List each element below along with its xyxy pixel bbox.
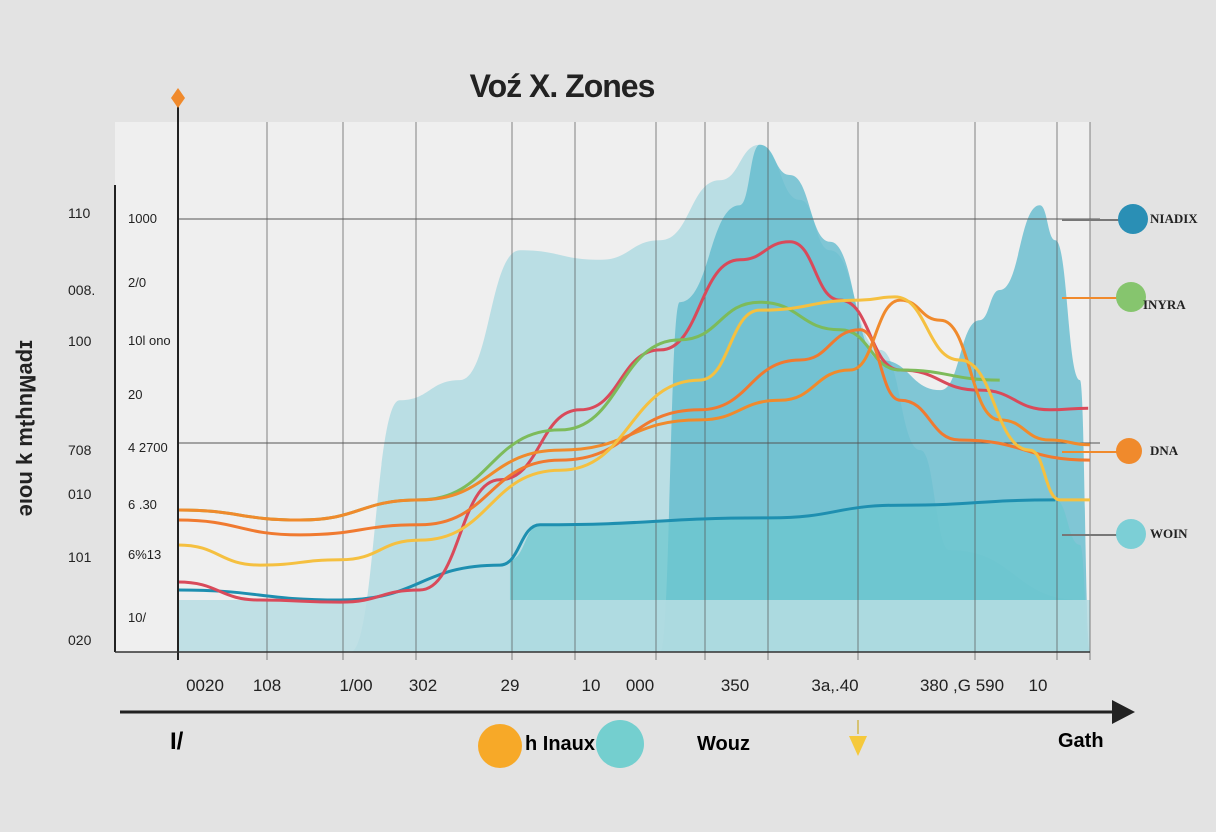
legend-label: INYRA: [1143, 297, 1186, 312]
legend-dot: [1116, 282, 1146, 312]
legend-marker-yellow-icon: [849, 720, 867, 756]
legend-dot: [1116, 438, 1142, 464]
y-tick-inner: 10/: [128, 610, 147, 625]
y-axis-arrow-icon: [171, 88, 185, 108]
bottom-label-left: I/: [170, 728, 184, 755]
y-tick-inner: 6 .30: [128, 497, 157, 512]
legend-dot-teal: [596, 720, 644, 768]
legend-dot: [1116, 519, 1146, 549]
legend-connector: [1062, 219, 1120, 221]
legend-label-wouz: Wouz: [697, 733, 750, 755]
y-tick-inner: 1000: [128, 211, 157, 226]
x-tick-label: 0020: [186, 676, 224, 695]
x-tick-label: 108: [252, 676, 282, 695]
x-tick-label: 000: [625, 676, 655, 695]
x-tick-label: 10: [581, 676, 601, 695]
x-axis-arrow-icon: [1112, 700, 1135, 724]
x-tick-label: 302: [408, 676, 438, 695]
y-tick-inner: 2/0: [128, 275, 147, 290]
legend-connector: [1062, 534, 1120, 536]
x-tick-label: 10: [1028, 676, 1048, 695]
series-line-5: [177, 295, 1090, 567]
area-3: [178, 600, 1090, 652]
series-line-0: [177, 498, 1056, 602]
y-tick-outer: 010: [68, 486, 92, 502]
legend-dot: [1118, 204, 1148, 234]
y-tick-outer: 101: [68, 549, 92, 565]
x-axis-title: Gath: [1058, 730, 1104, 752]
x-tick-label: 29: [500, 676, 520, 695]
series-line-3: [177, 298, 1091, 522]
legend-connector: [1062, 451, 1120, 453]
y-tick-outer: 708: [68, 442, 92, 458]
x-tick-label: 350: [720, 676, 750, 695]
legend-label: DNA: [1150, 443, 1179, 458]
chart-title: Voź X. Zones: [469, 68, 656, 104]
y-tick-inner: 20: [128, 387, 143, 402]
y-tick-outer: 008.: [68, 282, 96, 298]
y-tick-outer: 100: [68, 333, 92, 349]
legend-label: NIADIX: [1150, 211, 1198, 226]
x-tick-label: 380 ,G 590: [919, 676, 1005, 695]
series-line-4: [177, 328, 1091, 537]
y-tick-inner: 6%13: [128, 547, 162, 562]
legend-connector: [1062, 297, 1120, 299]
legend-label: WOIN: [1150, 526, 1188, 541]
y-tick-inner: 4 2700: [128, 440, 168, 455]
x-tick-label: 1/00: [339, 676, 373, 695]
legend-label-inaux: h Inaux: [525, 733, 596, 755]
y-tick-outer: 020: [68, 632, 92, 648]
y-tick-outer: 110: [68, 205, 91, 221]
legend-dot-orange: [478, 724, 522, 768]
y-tick-inner: 10l ono: [128, 333, 171, 348]
y-axis-title: ɪpɐMuɥʇɯ ʞ noıe: [15, 340, 40, 517]
series-line-1: [177, 240, 1089, 604]
x-tick-label: 3a,.40: [811, 676, 859, 695]
